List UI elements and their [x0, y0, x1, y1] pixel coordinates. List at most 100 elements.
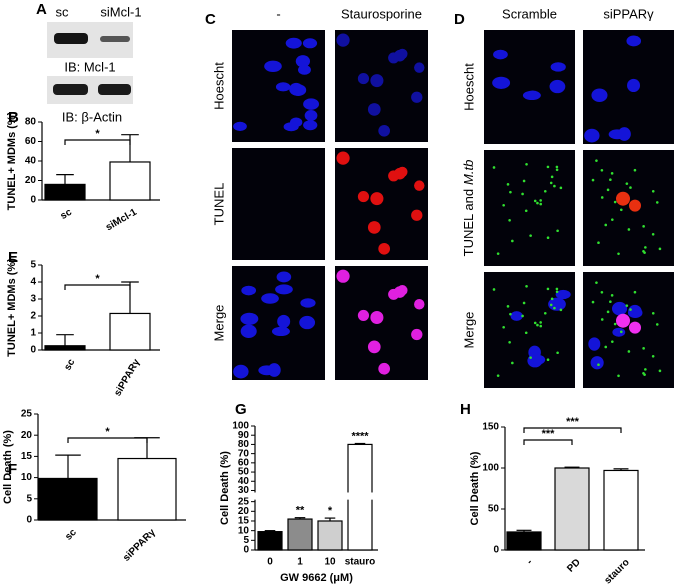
bacterium [502, 203, 505, 207]
bacterium [604, 345, 608, 349]
cell [370, 310, 384, 325]
nucleus [626, 35, 642, 47]
bacterium [556, 229, 559, 233]
bacterium [651, 311, 655, 315]
bacterium [643, 251, 646, 254]
y-axis-label: Cell Death (%) [2, 430, 14, 504]
y-tick-label: 1 [30, 328, 36, 339]
bacterium [550, 175, 554, 179]
bacterium [591, 178, 595, 182]
bacterium [539, 199, 542, 202]
bacterium [539, 324, 543, 328]
bacterium [625, 182, 629, 185]
nucleus [627, 78, 641, 93]
nucleus [303, 120, 318, 131]
cell [414, 299, 425, 310]
nucleus [590, 356, 604, 370]
bacterium [610, 172, 614, 175]
x-tick-label: sc [62, 357, 77, 373]
y-axis-label: Cell Death (%) [219, 451, 231, 525]
micrograph [232, 148, 325, 260]
cell [336, 269, 350, 283]
y-tick-label: 15 [238, 516, 250, 527]
micrograph [484, 272, 575, 388]
row-label: TUNEL and M.tb [461, 160, 476, 257]
blot-band [53, 84, 88, 95]
nucleus [277, 314, 291, 329]
y-tick-label: 10 [21, 472, 33, 483]
bacterium [509, 312, 512, 316]
cell [367, 340, 381, 354]
significance: * [105, 426, 110, 438]
bacterium [555, 165, 559, 169]
y-tick-label: 20 [21, 430, 33, 441]
nucleus [549, 79, 566, 94]
x-tick-label: - [525, 557, 535, 567]
blot-band [98, 84, 131, 95]
bacterium [609, 178, 612, 181]
row-label: Merge [211, 305, 226, 342]
y-tick-label: 4 [30, 277, 36, 288]
nucleus [285, 37, 302, 49]
bacterium [627, 350, 631, 353]
significance-bracket [64, 139, 131, 145]
y-tick-label: 5 [243, 535, 249, 546]
nucleus [510, 311, 523, 321]
bacterium [651, 355, 655, 358]
y-tick-label: 40 [25, 156, 37, 167]
cell [378, 242, 391, 255]
nucleus [267, 363, 281, 377]
bacterium [543, 189, 547, 193]
significance: *** [566, 416, 580, 428]
cell [336, 33, 350, 47]
significance: *** [542, 428, 556, 440]
y-tick-label: 50 [488, 504, 500, 515]
y-tick-label: 25 [21, 409, 33, 420]
bacterium [524, 209, 528, 213]
y-tick-label: 10 [238, 525, 250, 536]
bacterium [492, 288, 496, 291]
y-tick-label: 25 [238, 496, 250, 507]
bacterium [611, 340, 614, 343]
bacterium [492, 166, 496, 169]
bacterium [619, 208, 623, 212]
bacterium [549, 181, 553, 185]
x-tick-label: 0 [267, 557, 273, 568]
cell [357, 309, 370, 322]
bacterium [553, 306, 556, 310]
x-tick-label: sc [63, 527, 79, 543]
bacterium [539, 321, 542, 324]
bacterium [529, 356, 532, 359]
cell [411, 328, 423, 341]
bar [287, 518, 313, 551]
bacterium [597, 241, 600, 245]
y-tick-label: 0 [30, 195, 36, 206]
bacterium [546, 287, 550, 291]
x-tick-label: siPPARγ [112, 357, 142, 398]
bacterium [595, 159, 598, 162]
bacterium [509, 190, 512, 194]
bacterium [556, 351, 559, 355]
cell [357, 190, 370, 203]
bacterium [511, 239, 514, 243]
bacterium [525, 163, 528, 166]
blot-band [54, 33, 88, 44]
bacterium [496, 252, 500, 255]
significance: * [328, 505, 333, 517]
panel-label: F [8, 461, 17, 478]
bar [38, 477, 98, 521]
cell [629, 321, 641, 334]
bacterium [550, 297, 554, 301]
bacterium [546, 358, 550, 362]
bacterium [591, 300, 595, 304]
bacterium [600, 169, 604, 172]
cell [411, 91, 423, 103]
nucleus [275, 82, 291, 92]
y-tick-label: 40 [238, 476, 250, 487]
bar [117, 457, 177, 521]
y-tick-label: 0 [30, 345, 36, 356]
bacterium [644, 368, 647, 371]
x-tick-label: PD [565, 557, 583, 575]
bacterium [555, 290, 559, 294]
micrograph [335, 266, 428, 380]
